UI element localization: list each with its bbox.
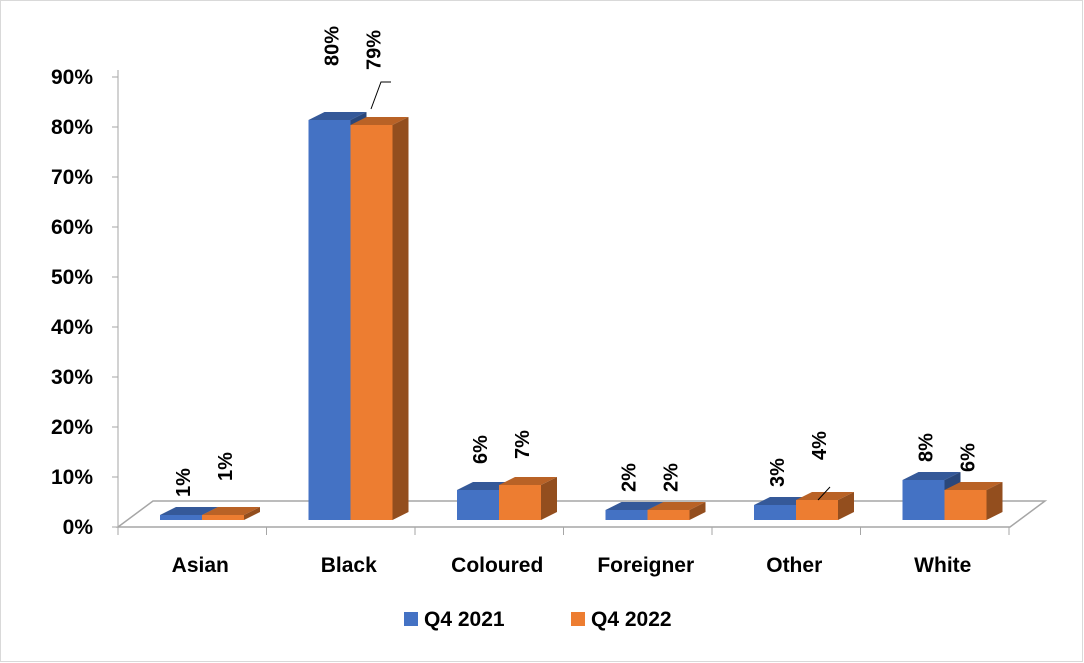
bar-q4-2021-top [160,507,218,515]
bar-q4-2022-top [499,477,557,485]
x-category-label: Coloured [451,554,543,577]
bar-q4-2022-top [944,482,1003,490]
bar-q4-2022-front [350,125,393,520]
y-tick-label: 20% [51,416,93,439]
y-tick-label: 10% [51,466,93,489]
bar-q4-2021-top [308,112,367,120]
bar-q4-2022-side [838,492,854,520]
y-tick-label: 40% [51,316,93,339]
y-tick-label: 0% [63,516,94,539]
bar-q4-2021-front [160,515,202,520]
bar-q4-2022-side [541,477,557,520]
bar-q4-2022-side [986,482,1003,520]
chart-floor [115,500,1048,528]
y-tick-label: 50% [51,266,93,289]
data-label: 7% [512,430,534,459]
y-tick-label: 80% [51,116,93,139]
legend-label: Q4 2022 [591,608,672,631]
bar-q4-2021-front [754,505,796,520]
bar-q4-2022-front [202,515,244,520]
y-tick-label: 90% [51,66,93,89]
legend-swatch [571,612,585,626]
bar-q4-2021-front [308,120,351,520]
y-tick-label: 60% [51,216,93,239]
data-label: 6% [958,443,980,472]
bar-q4-2022-front [499,485,541,520]
bar-q4-2022-top [796,492,854,500]
bar-q4-2021-front [605,510,648,520]
bar-q4-2021-front [457,490,499,520]
bar-q4-2022-top [350,117,409,125]
bar-q4-2022-front [944,490,987,520]
leader-line [370,81,391,110]
bar-q4-2022-side [689,502,706,520]
bar-q4-2022-front [796,500,838,520]
x-category-label: Foreigner [597,554,694,577]
data-label: 2% [661,463,683,492]
bar-q4-2022-top [647,502,706,510]
data-label: 1% [173,468,195,497]
bar-q4-2021-top [605,502,664,510]
bar-q4-2021-top [902,472,961,480]
leader-line [817,486,831,501]
y-tick-label: 30% [51,366,93,389]
bar-q4-2022-front [647,510,690,520]
legend-swatch [404,612,418,626]
x-category-label: White [914,554,971,577]
data-label: 80% [322,26,344,66]
data-label: 79% [364,30,386,70]
bar-q4-2022-side [392,117,409,520]
data-label: 2% [619,463,641,492]
x-category-label: Black [321,554,377,577]
x-category-label: Asian [172,554,229,577]
data-label: 6% [470,435,492,464]
x-category-label: Other [766,554,822,577]
legend-label: Q4 2021 [424,608,505,631]
y-tick-label: 70% [51,166,93,189]
data-label: 1% [215,452,237,481]
data-label: 8% [916,433,938,462]
data-label: 4% [809,431,831,460]
bar-q4-2021-front [902,480,945,520]
data-label: 3% [767,458,789,487]
bar-q4-2022-side [244,507,260,520]
bar-q4-2022-top [202,507,260,515]
